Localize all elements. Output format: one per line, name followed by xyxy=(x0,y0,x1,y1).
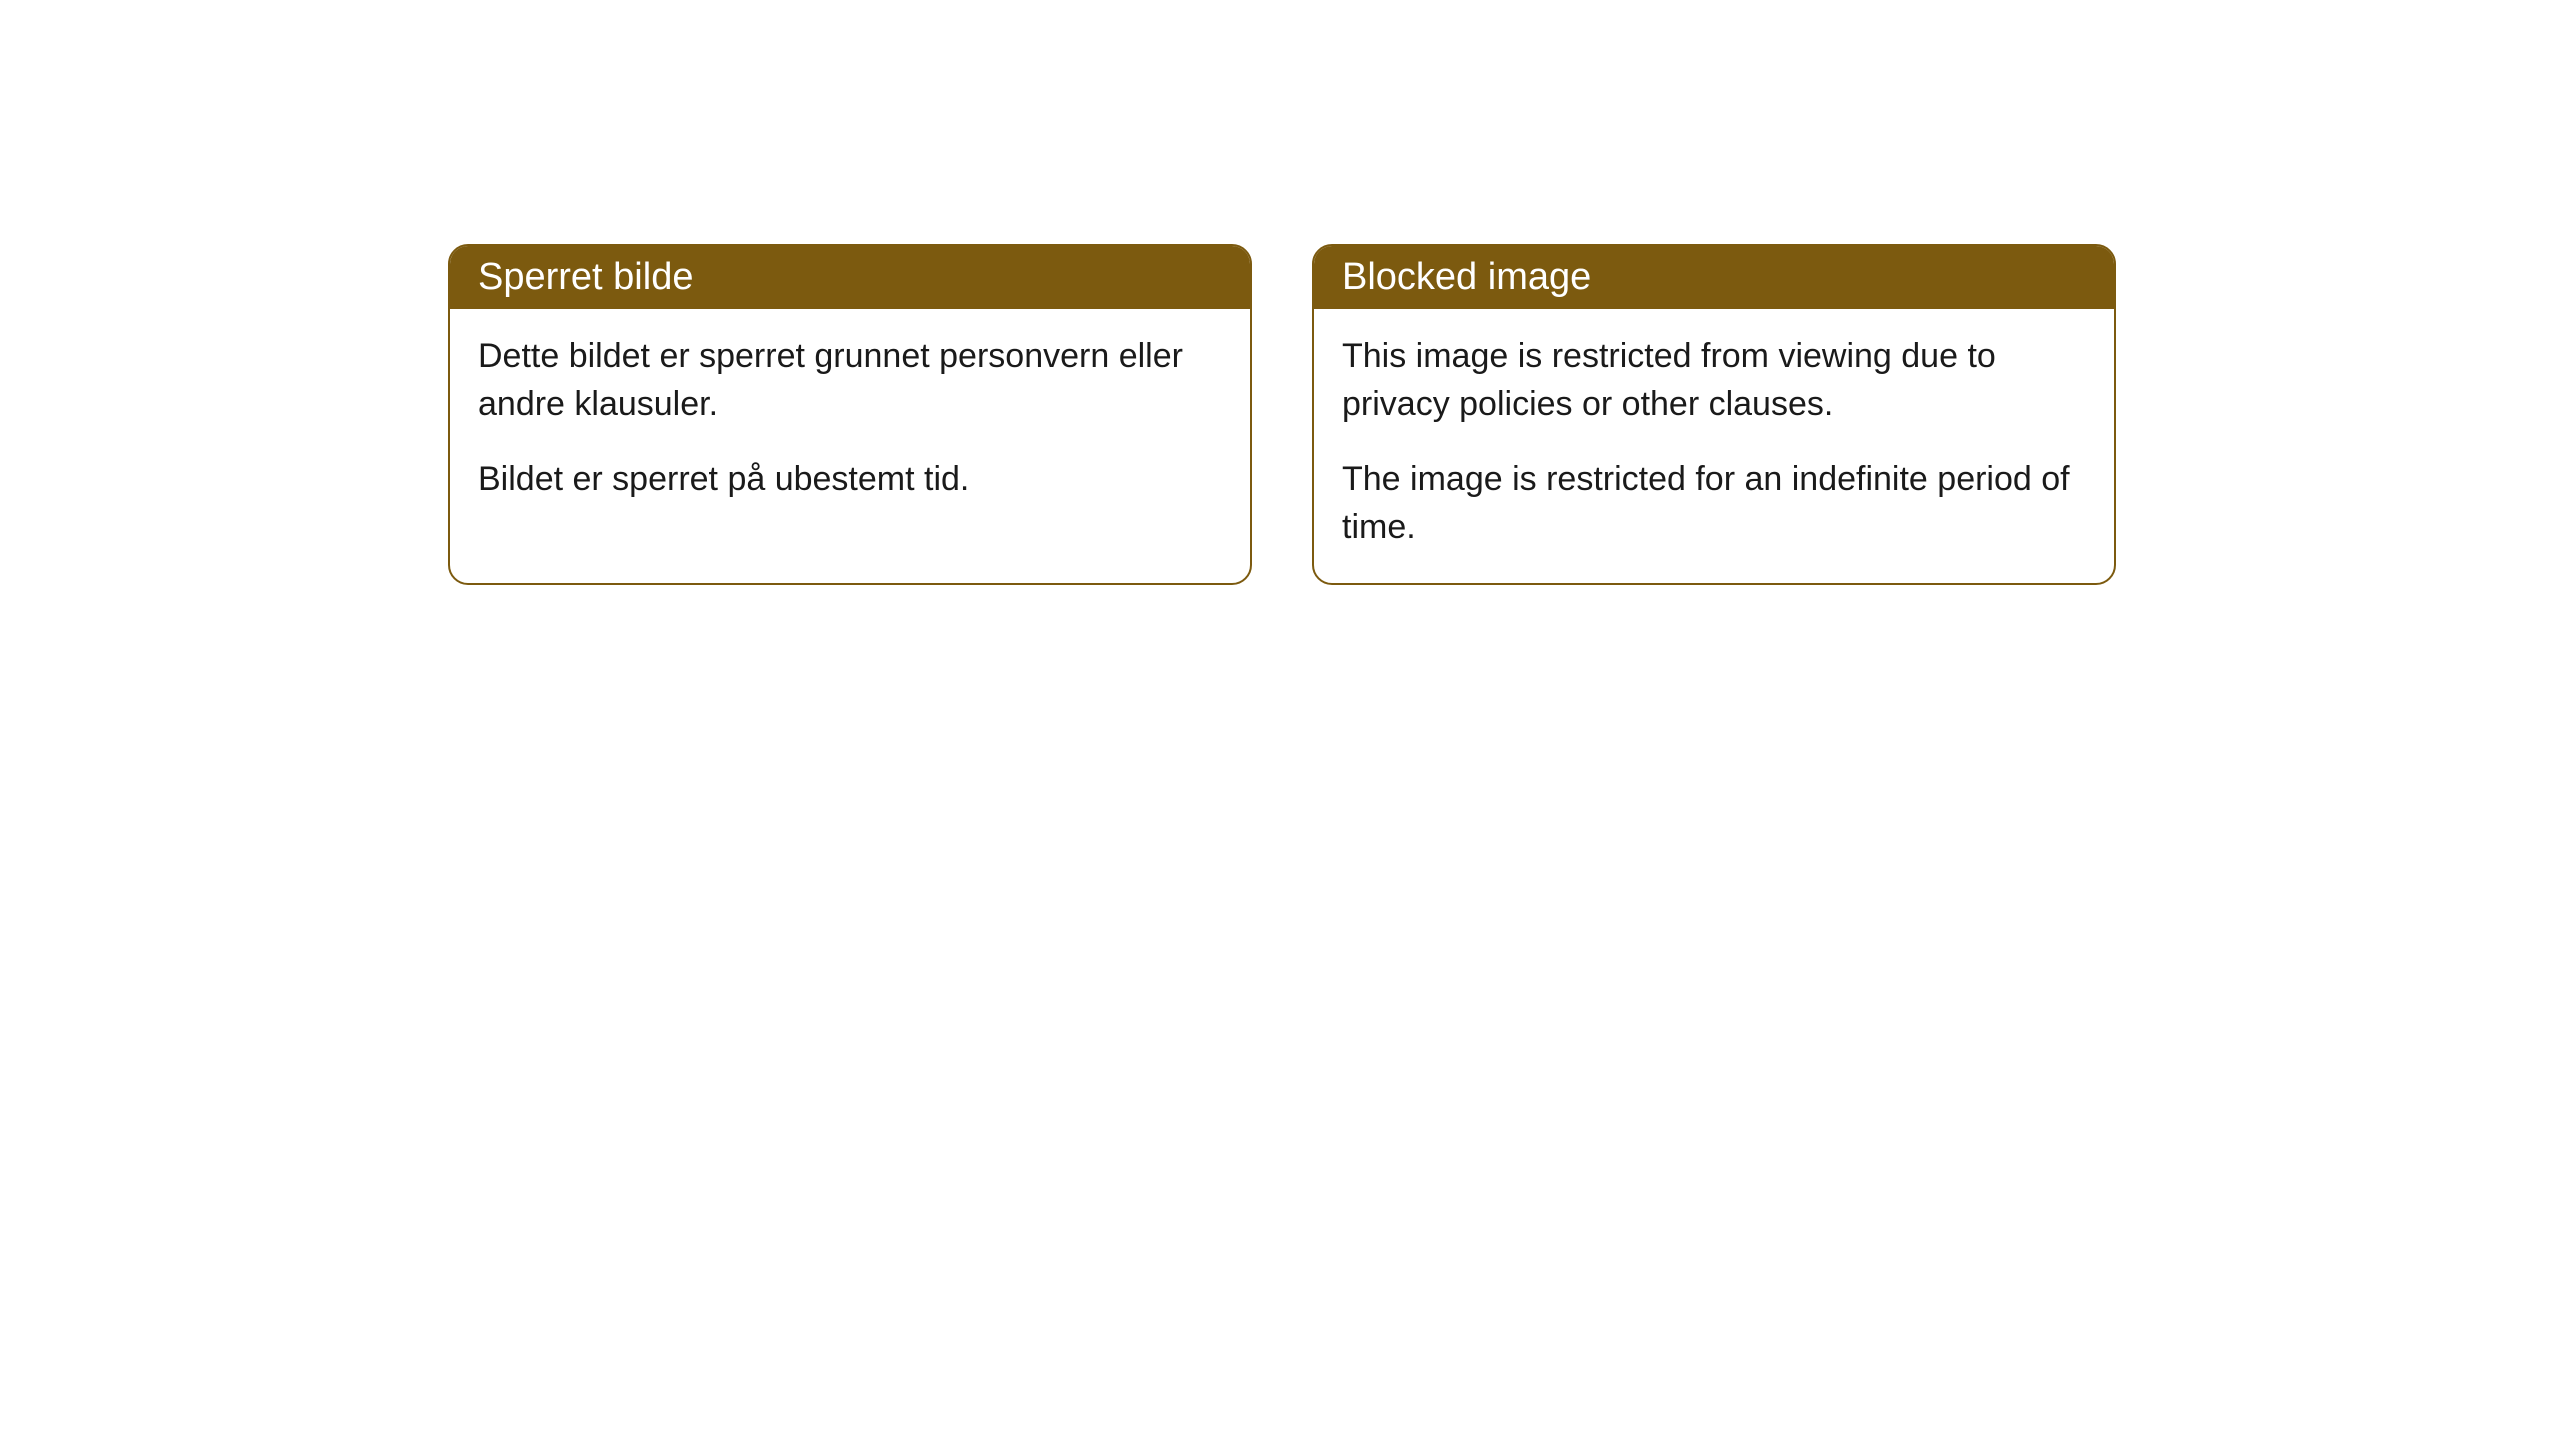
card-norwegian: Sperret bilde Dette bildet er sperret gr… xyxy=(448,244,1252,585)
card-paragraph-2: The image is restricted for an indefinit… xyxy=(1342,456,2086,551)
card-paragraph-2: Bildet er sperret på ubestemt tid. xyxy=(478,456,1222,504)
card-body-norwegian: Dette bildet er sperret grunnet personve… xyxy=(450,309,1250,536)
card-body-english: This image is restricted from viewing du… xyxy=(1314,309,2114,583)
cards-container: Sperret bilde Dette bildet er sperret gr… xyxy=(448,244,2116,585)
card-header-english: Blocked image xyxy=(1314,246,2114,309)
card-paragraph-1: This image is restricted from viewing du… xyxy=(1342,333,2086,428)
card-paragraph-1: Dette bildet er sperret grunnet personve… xyxy=(478,333,1222,428)
card-english: Blocked image This image is restricted f… xyxy=(1312,244,2116,585)
card-header-norwegian: Sperret bilde xyxy=(450,246,1250,309)
